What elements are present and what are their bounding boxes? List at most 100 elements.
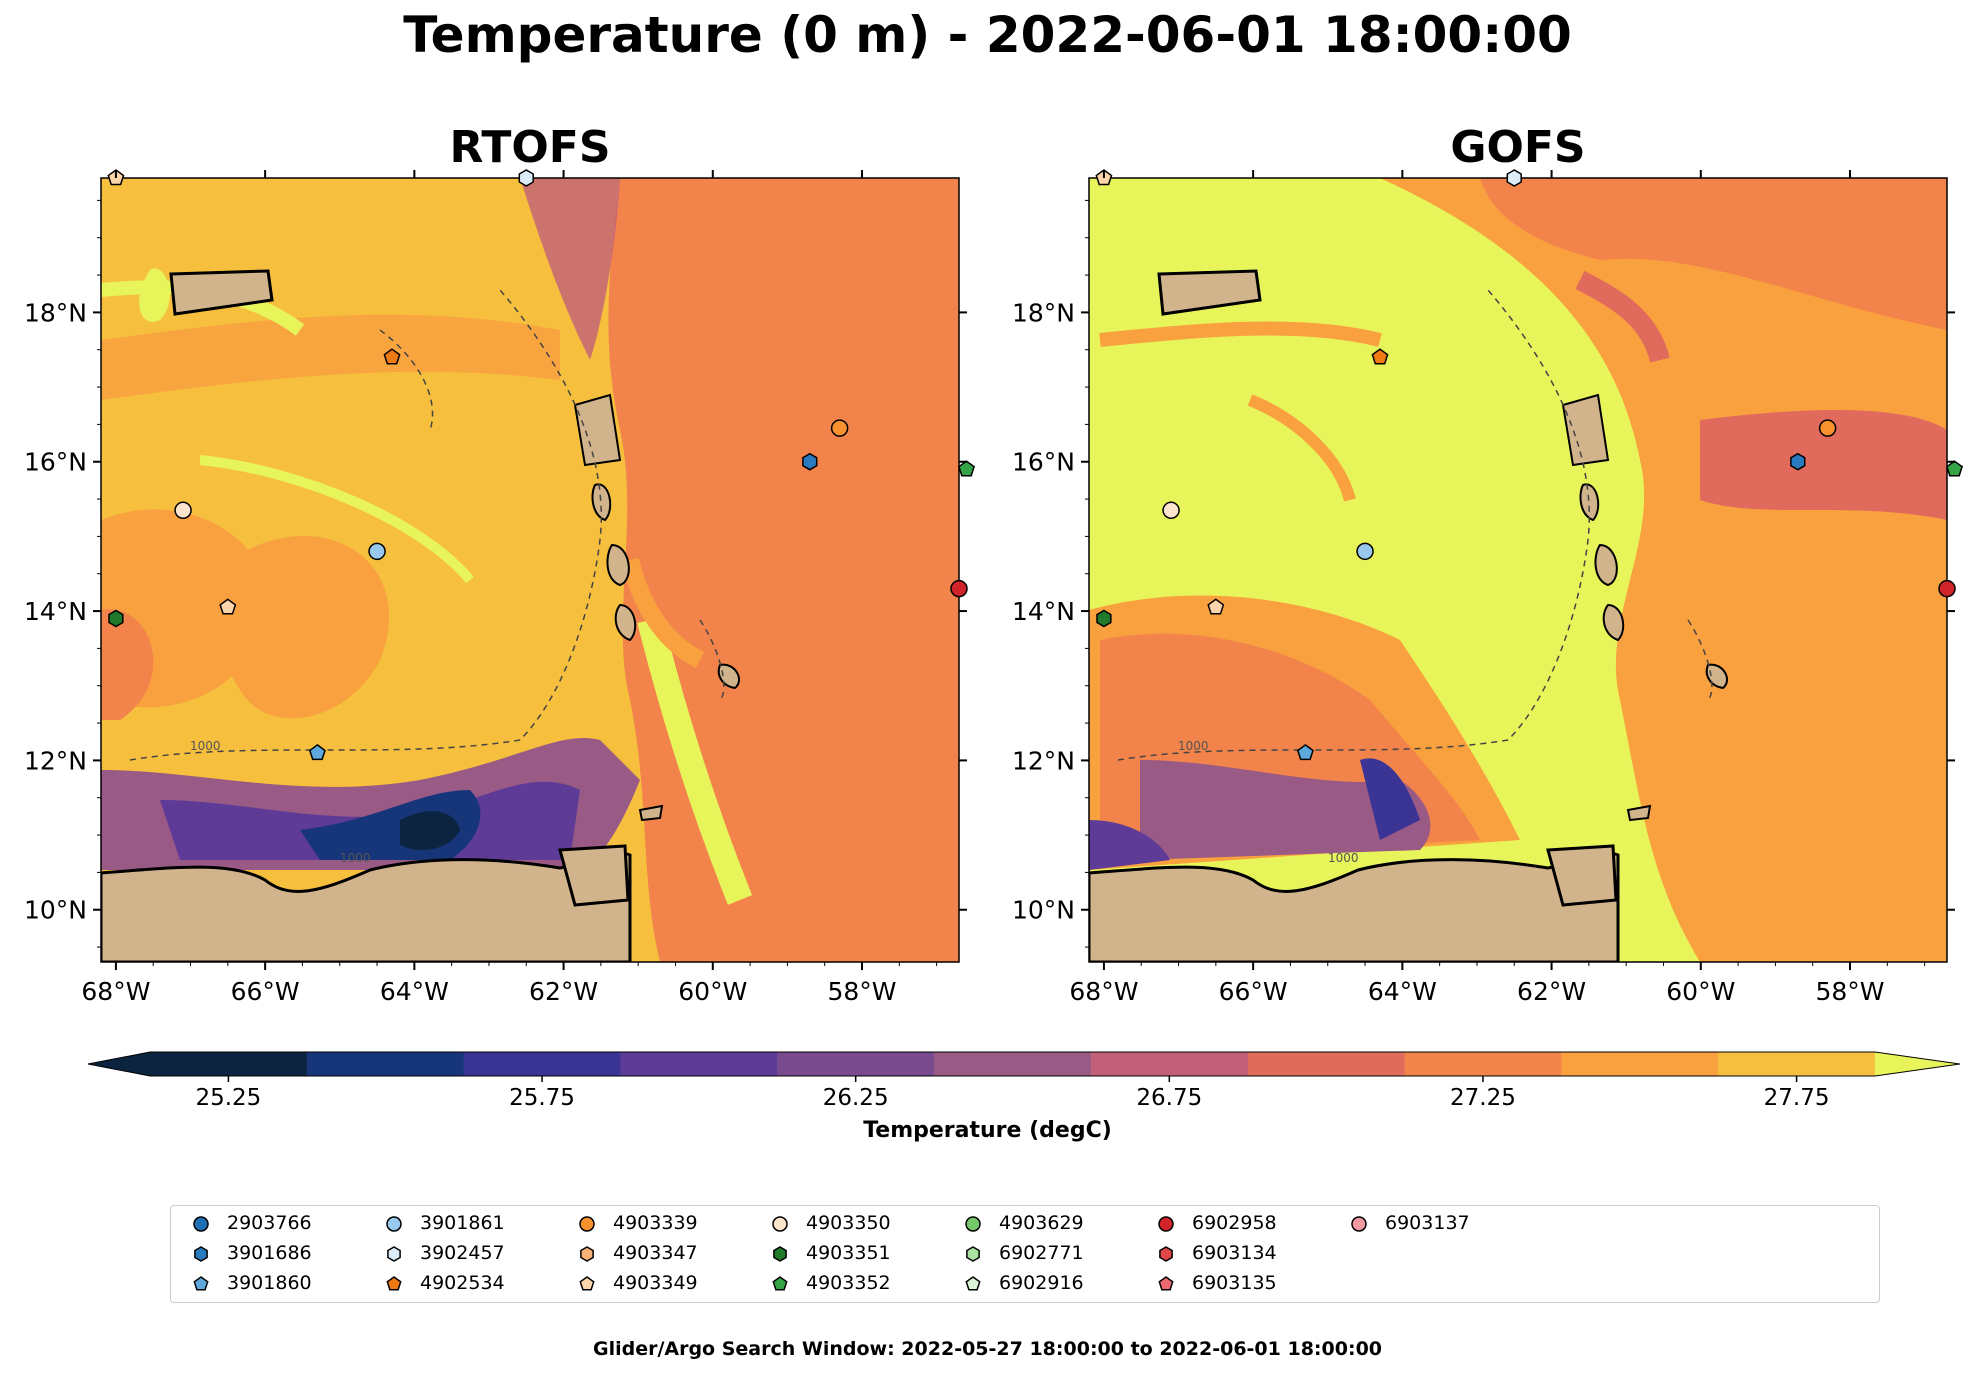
platform-marker [950, 579, 968, 598]
legend-item: 3901860 [189, 1272, 312, 1295]
legend-label: 6902916 [999, 1272, 1084, 1294]
x-tick-label: 64°W [1368, 977, 1437, 1006]
colorbar-segment [1247, 1052, 1406, 1076]
legend-item: 3901686 [189, 1242, 312, 1265]
platform-marker [174, 501, 192, 520]
legend-item: 4903339 [575, 1212, 698, 1235]
x-tick-label: 58°W [1815, 977, 1884, 1006]
legend-label: 6903135 [1192, 1272, 1277, 1294]
platform-marker [1506, 169, 1522, 187]
platform-marker [308, 743, 326, 761]
colorbar-segment [777, 1052, 935, 1076]
colorbar-segment [1404, 1052, 1562, 1076]
platform-marker [1818, 419, 1837, 437]
colorbar-segment [1718, 1052, 1876, 1076]
legend-marker-icon [387, 1245, 401, 1262]
legend-marker-icon [1158, 1275, 1174, 1290]
isobath-label: 1000 [1178, 739, 1209, 753]
x-tick-label: 62°W [529, 977, 598, 1006]
legend-item: 4903629 [961, 1212, 1084, 1235]
panel-title-gofs: GOFS [1450, 122, 1586, 173]
legend-marker-icon [1158, 1215, 1174, 1232]
legend-label: 6902958 [1192, 1212, 1277, 1234]
legend-item: 3901861 [382, 1212, 505, 1235]
legend-label: 3901861 [420, 1212, 505, 1234]
legend-label: 4903349 [613, 1272, 698, 1294]
isobath-label: 1000 [190, 739, 221, 753]
x-tick-label: 62°W [1517, 977, 1586, 1006]
legend-marker-icon [580, 1245, 594, 1262]
x-tick-label: 64°W [380, 977, 449, 1006]
colorbar-extend-high [1875, 1052, 1960, 1076]
platform-marker [368, 542, 386, 561]
platform-marker [1938, 579, 1956, 598]
legend-label: 3902457 [420, 1242, 505, 1264]
x-tick-label: 68°W [81, 977, 150, 1006]
colorbar-tick-label: 25.25 [195, 1085, 262, 1111]
legend-label: 4903351 [806, 1242, 891, 1264]
legend-item: 2903766 [189, 1212, 312, 1235]
colorbar-segment [1090, 1052, 1249, 1076]
legend-label: 6903137 [1385, 1212, 1470, 1234]
y-tick-label: 16°N [24, 448, 87, 477]
legend-marker-icon [965, 1215, 981, 1232]
legend-item: 4903349 [575, 1272, 698, 1295]
legend-marker-icon [966, 1245, 980, 1262]
legend-item: 6903135 [1154, 1272, 1277, 1295]
platform-marker [383, 348, 401, 365]
legend-label: 3901860 [227, 1272, 312, 1294]
x-tick-label: 66°W [1219, 977, 1288, 1006]
legend-marker-icon [1159, 1245, 1173, 1262]
colorbar-segment [1561, 1052, 1719, 1076]
y-tick-label: 14°N [24, 597, 87, 626]
y-tick-label: 18°N [1012, 298, 1075, 327]
colorbar-tick-label: 25.75 [509, 1085, 575, 1111]
axes-rtofs: 68°W 66°W 64°W 62°W 60°W 58°W 18°N 16°N 14°N 12°N… [24, 170, 967, 1006]
isobath-label: 1000 [340, 851, 371, 865]
colorbar-segment [306, 1052, 465, 1076]
legend-label: 6902771 [999, 1242, 1084, 1264]
legend-item: 6903137 [1347, 1212, 1470, 1235]
legend-label: 6903134 [1192, 1242, 1277, 1264]
platform-marker [108, 609, 124, 628]
legend-item: 4903351 [768, 1242, 891, 1265]
gofs-map: 1000 1000 [1089, 178, 1947, 962]
figure-title: Temperature (0 m) - 2022-06-01 18:00:00 [403, 6, 1572, 64]
platform-marker [219, 598, 237, 615]
legend-marker-icon [194, 1245, 208, 1262]
colorbar-segment [463, 1052, 621, 1076]
legend: 2903766 3901686 3901860 3901861 3902457 49025… [170, 1205, 1880, 1303]
search-window-note: Glider/Argo Search Window: 2022-05-27 18… [592, 1338, 1383, 1360]
colorbar-tick-label: 26.75 [1136, 1085, 1203, 1111]
y-tick-label: 16°N [1012, 448, 1075, 477]
colorbar [87, 1051, 1961, 1082]
legend-marker-icon [772, 1215, 788, 1232]
legend-item: 6902916 [961, 1272, 1084, 1295]
legend-marker-icon [386, 1215, 402, 1232]
y-tick-label: 12°N [24, 746, 87, 775]
platform-marker [1356, 542, 1374, 561]
y-tick-label: 10°N [1012, 896, 1075, 925]
platform-marker [518, 169, 534, 187]
colorbar-segment [934, 1052, 1092, 1076]
colorbar-tick-label: 26.25 [822, 1085, 889, 1111]
legend-item: 6903134 [1154, 1242, 1277, 1265]
legend-marker-icon [1351, 1215, 1367, 1232]
legend-label: 2903766 [227, 1212, 312, 1234]
colorbar-tick-label: 27.75 [1763, 1085, 1830, 1111]
legend-marker-icon [386, 1275, 402, 1290]
legend-label: 4903347 [613, 1242, 698, 1264]
legend-marker-icon [773, 1245, 787, 1262]
x-tick-label: 60°W [1666, 977, 1735, 1006]
legend-marker-icon [193, 1275, 209, 1290]
legend-item: 6902771 [961, 1242, 1084, 1265]
platform-marker [1790, 452, 1806, 471]
legend-label: 4902534 [420, 1272, 505, 1294]
legend-marker-icon [965, 1275, 981, 1290]
legend-marker-icon [772, 1275, 788, 1290]
legend-label: 3901686 [227, 1242, 312, 1264]
legend-label: 4903339 [613, 1212, 698, 1234]
colorbar-extend-low [88, 1052, 150, 1076]
platform-marker [1096, 609, 1112, 628]
